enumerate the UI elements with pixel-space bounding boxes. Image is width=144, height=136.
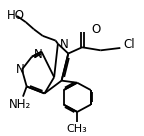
Text: HO: HO — [7, 10, 25, 22]
Text: NH₂: NH₂ — [9, 98, 31, 112]
Text: Cl: Cl — [123, 38, 135, 51]
Text: N: N — [60, 38, 69, 51]
Text: N: N — [16, 63, 24, 76]
Text: CH₃: CH₃ — [67, 124, 88, 134]
Text: O: O — [91, 23, 100, 36]
Text: N: N — [33, 48, 42, 61]
